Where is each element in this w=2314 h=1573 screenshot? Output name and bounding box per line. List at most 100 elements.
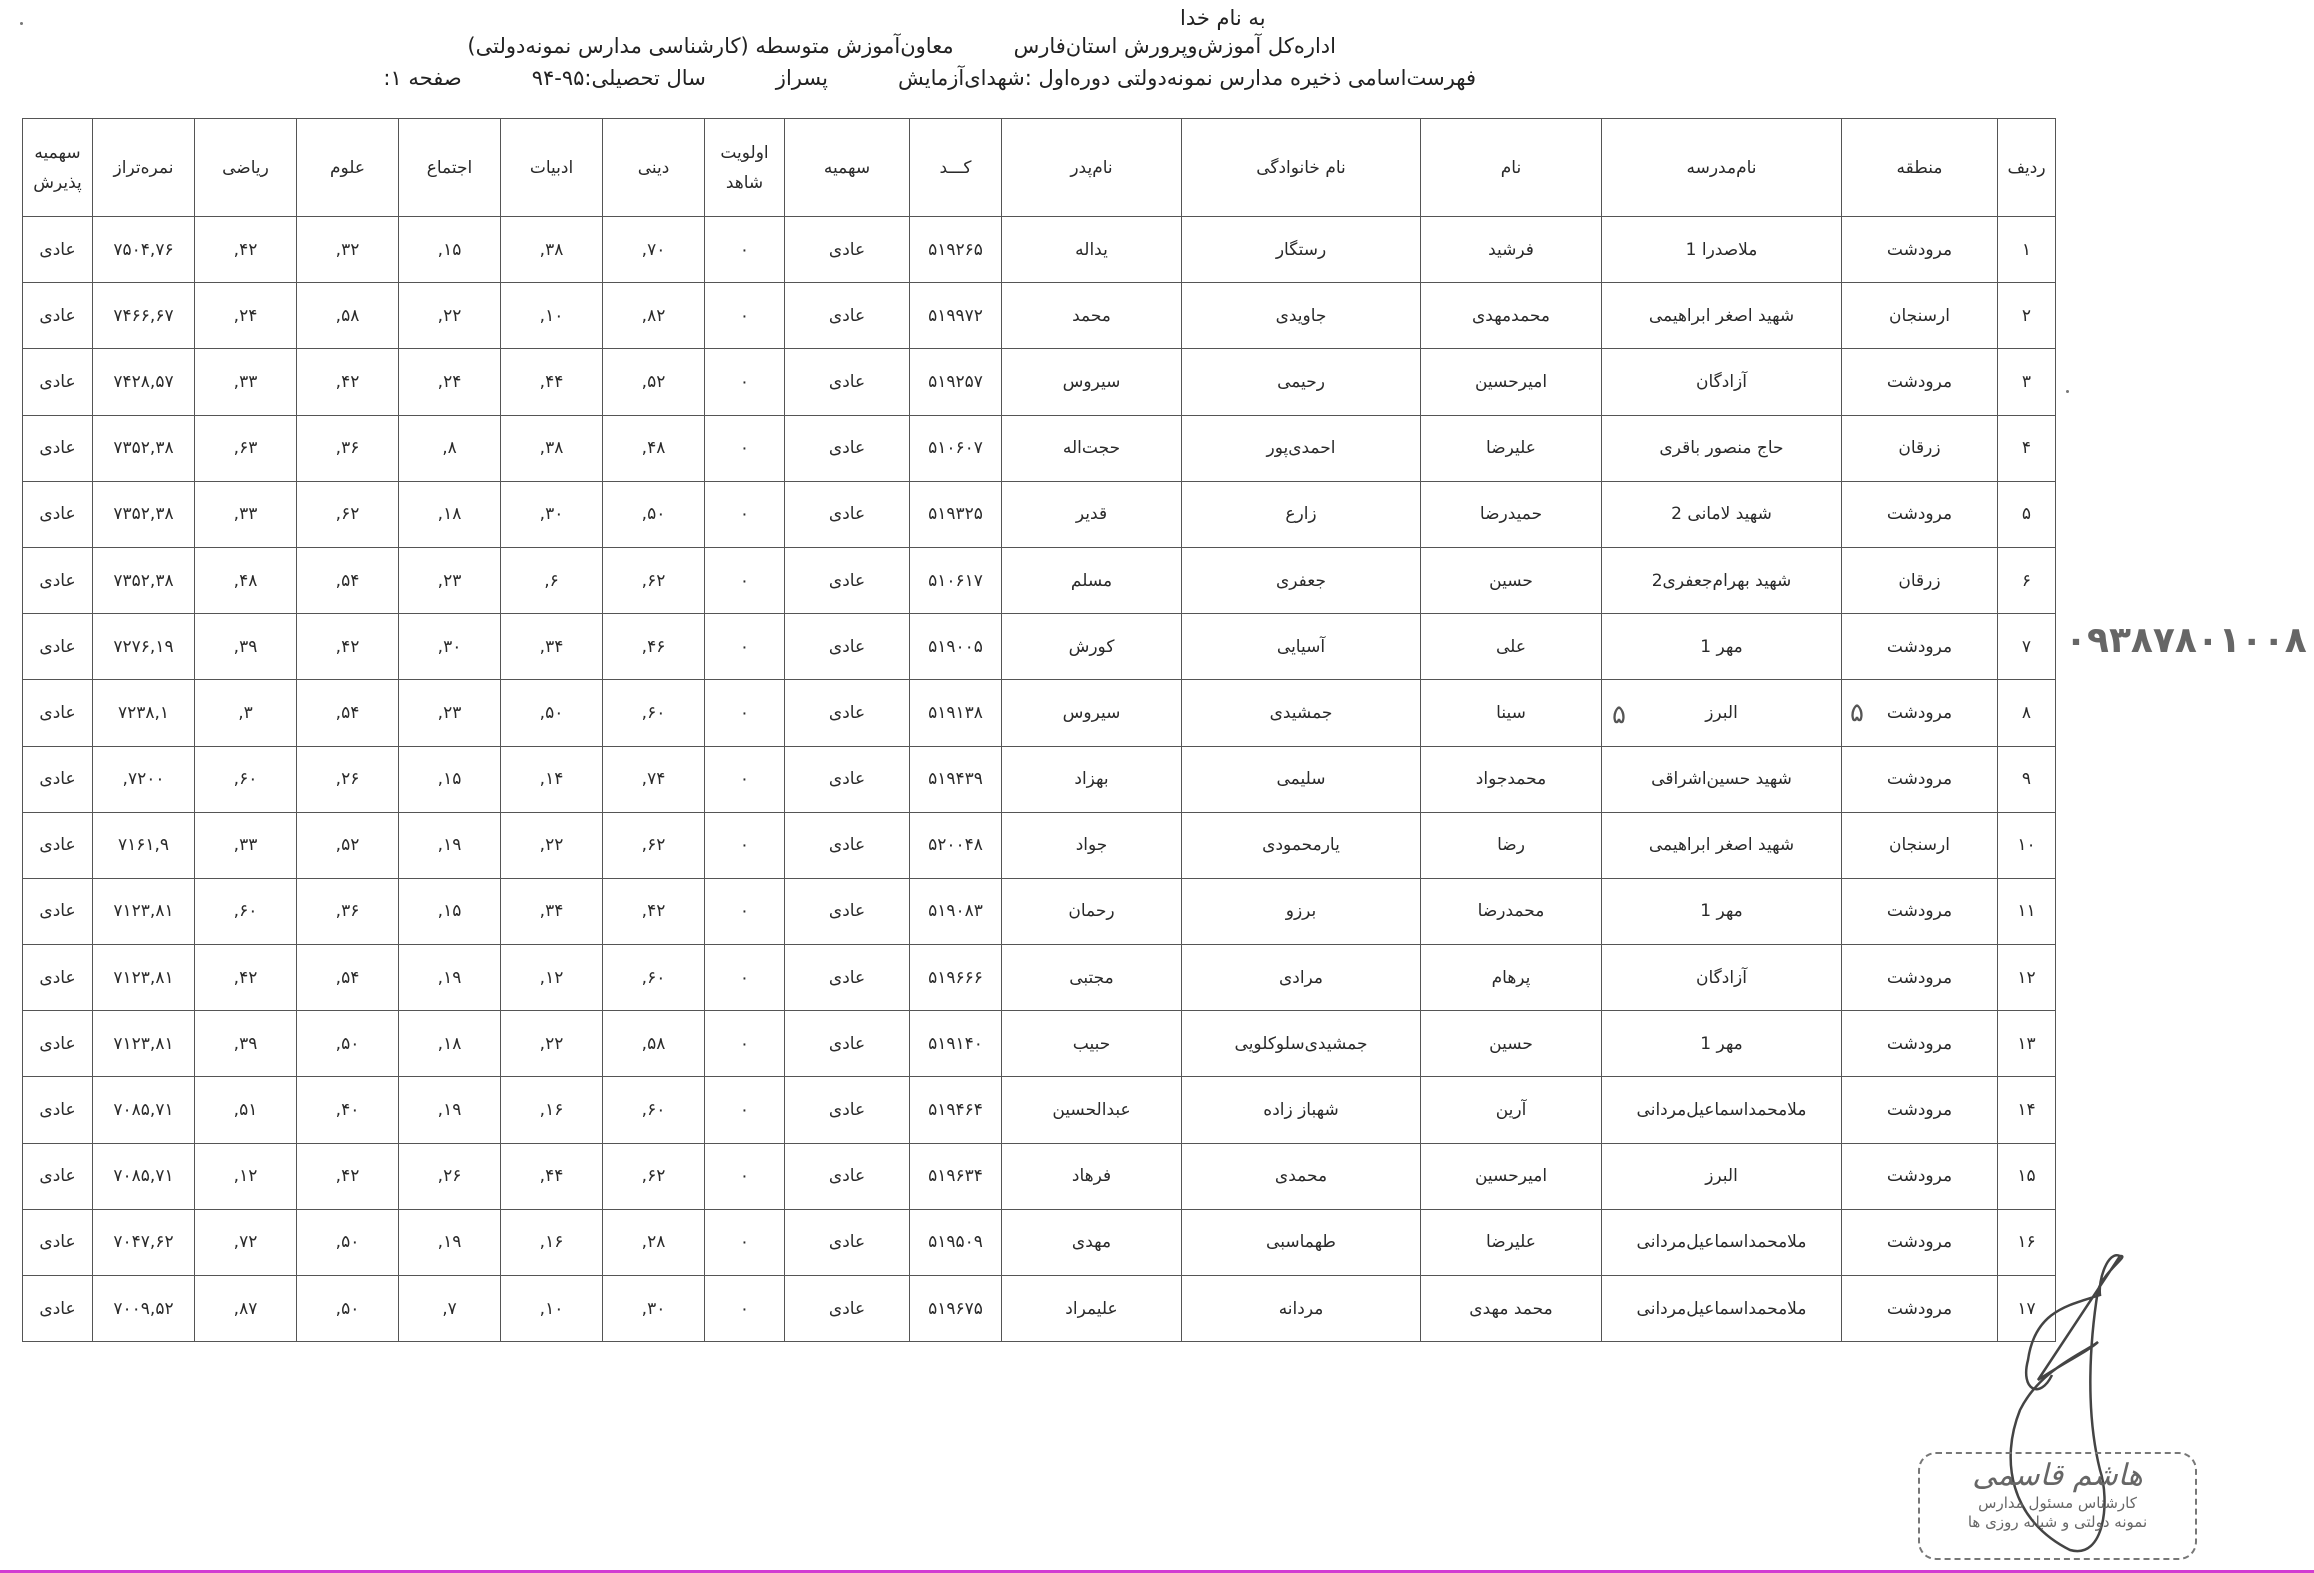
table-cell: جعفری (1181, 546, 1421, 615)
table-cell: ۷۲۰۰, (92, 745, 195, 813)
table-row: ۱۵ مرودشت البرز امیرحسین محمدی فرهاد ۵۱۹۶۳۴ عاد… (22, 1142, 2056, 1210)
table-cell: مجتبی (1001, 944, 1182, 1012)
table-cell: ۴۲, (296, 1142, 399, 1210)
table-cell: ۵۱۰۶۰۷ (909, 414, 1002, 482)
table-cell: ۴ (1997, 414, 2056, 482)
school-year: سال تحصیلی:۹۵-۹۴ (531, 66, 706, 90)
table-cell: محمد مهدی (1420, 1274, 1602, 1343)
table-cell: ۰ (704, 613, 785, 681)
table-cell: ارسنجان (1841, 282, 1998, 350)
table-cell: ۰ (704, 1076, 785, 1144)
table-cell: ۱۹, (398, 944, 501, 1012)
table-cell: ۵۱۹۰۰۵ (909, 613, 1002, 681)
table-cell: عادی (22, 480, 93, 548)
table-cell: ملامحمداسماعیل‌مردانی (1601, 1274, 1842, 1343)
table-cell: ۶۳, (194, 414, 297, 482)
column-header: ریاضی (194, 118, 297, 217)
table-cell: ۶, (500, 546, 603, 615)
table-cell: ۷, (398, 1274, 501, 1343)
table-cell: ۵۰, (296, 1274, 399, 1343)
table-cell: علیرضا (1420, 1208, 1602, 1277)
stamp-name: هاشم قاسمی (1972, 1458, 2143, 1493)
table-cell: کورش (1001, 613, 1182, 681)
table-cell: عادی (784, 613, 910, 681)
table-cell: ۱۵, (398, 745, 501, 813)
table-row: ۳ مرودشت آزادگان امیرحسین رحیمی سیروس ۵۱۹۲۵۷ عا… (22, 348, 2056, 416)
signature-icon (2009, 1254, 2124, 1553)
table-cell: ۷۲, (194, 1208, 297, 1277)
table-cell: ۴۲, (602, 877, 705, 946)
table-cell: ۴۰, (296, 1076, 399, 1144)
table-cell: ۱۴, (500, 745, 603, 813)
table-cell: ۳۰, (398, 613, 501, 681)
table-cell: مهر 1 (1601, 1010, 1842, 1078)
table-cell: عادی (22, 546, 93, 615)
table-cell: عادی (784, 1076, 910, 1144)
table-cell: ۴۶, (602, 613, 705, 681)
table-cell: ۳۶, (296, 414, 399, 482)
table-cell: ۶۰, (602, 1076, 705, 1144)
table-cell: محمدرضا (1420, 877, 1602, 946)
table-cell: ۳۳, (194, 811, 297, 879)
table-row: ۱۴ مرودشت ملامحمداسماعیل‌مردانی آرین شهباز ز… (22, 1076, 2056, 1144)
table-cell: مرودشت (1841, 613, 1998, 681)
table-cell: ۰ (704, 546, 785, 615)
table-cell: عادی (784, 1274, 910, 1343)
table-cell: ۷۲۳۸,۱ (92, 679, 195, 747)
gender-label: پسراز (775, 66, 828, 90)
table-row: ۱۲ مرودشت آزادگان پرهام مرادی مجتبی ۵۱۹۶۶۶ عادی… (22, 944, 2056, 1012)
table-cell: عادی (22, 282, 93, 350)
table-cell: ۲ (1997, 282, 2056, 350)
table-cell: ۵۱۹۳۲۵ (909, 480, 1002, 548)
table-row: ۱۳ مرودشت مهر 1 حسین جمشیدی‌سلوکلویی حبیب ۵۱۹۱… (22, 1010, 2056, 1078)
table-cell: سیروس (1001, 348, 1182, 416)
handwritten-mark: ۵ (1850, 698, 1864, 728)
table-cell: عادی (784, 944, 910, 1012)
table-row: ۱۱ مرودشت مهر 1 محمدرضا برزو رحمان ۵۱۹۰۸۳ عادی ۰… (22, 877, 2056, 946)
table-cell: مرودشت (1841, 215, 1998, 284)
handwritten-phone-number: ۰۹۳۸۷۸۰۱۰۰۸ (2065, 620, 2307, 661)
table-cell: علی (1420, 613, 1602, 681)
table-cell: ۱۱ (1997, 877, 2056, 946)
table-cell: عادی (22, 1208, 93, 1277)
table-cell: ۵۱۹۱۳۸ (909, 679, 1002, 747)
table-cell: عادی (784, 679, 910, 747)
table-cell: علیرضا (1420, 414, 1602, 482)
table-cell: ملاصدرا 1 (1601, 215, 1842, 284)
table-cell: ۵۱۹۱۴۰ (909, 1010, 1002, 1078)
table-cell: عادی (22, 1142, 93, 1210)
table-cell: فرهاد (1001, 1142, 1182, 1210)
table-cell: ۲۲, (500, 811, 603, 879)
table-cell: ۳ (1997, 348, 2056, 416)
table-cell: ۵۲۰۰۴۸ (909, 811, 1002, 879)
table-cell: ۵۱۹۵۰۹ (909, 1208, 1002, 1277)
column-header: اولویت شاهد (704, 118, 785, 217)
table-cell: ۱۲, (500, 944, 603, 1012)
table-cell: عادی (784, 348, 910, 416)
table-cell: ۲۶, (296, 745, 399, 813)
table-cell: ۱۶, (500, 1208, 603, 1277)
table-cell: بهزاد (1001, 745, 1182, 813)
scan-speck (20, 22, 23, 25)
table-cell: عادی (22, 811, 93, 879)
table-cell: سیروس (1001, 679, 1182, 747)
table-cell: ۵۰, (296, 1010, 399, 1078)
table-cell: ۶۲, (296, 480, 399, 548)
column-header-line: اولویت (720, 142, 769, 163)
table-cell: عبدالحسین (1001, 1076, 1182, 1144)
table-cell: ۳۰, (500, 480, 603, 548)
table-cell: ۵۱۹۶۳۴ (909, 1142, 1002, 1210)
table-cell: عادی (784, 1010, 910, 1078)
table-cell: ۱۰ (1997, 811, 2056, 879)
table-cell: ۲۲, (500, 1010, 603, 1078)
table-cell: ۷۰۸۵,۷۱ (92, 1076, 195, 1144)
table-cell: ۷۰۴۷,۶۲ (92, 1208, 195, 1277)
table-cell: رضا (1420, 811, 1602, 879)
scan-speck (2066, 390, 2069, 393)
table-row: ۴ زرقان حاج منصور باقری علیرضا احمدی‌پور حجت‌… (22, 414, 2056, 482)
column-header: نام‌مدرسه (1601, 118, 1842, 217)
table-cell: آزادگان (1601, 944, 1842, 1012)
table-cell: عادی (784, 1208, 910, 1277)
table-cell: ۰ (704, 1208, 785, 1277)
table-cell: ۵۰, (500, 679, 603, 747)
